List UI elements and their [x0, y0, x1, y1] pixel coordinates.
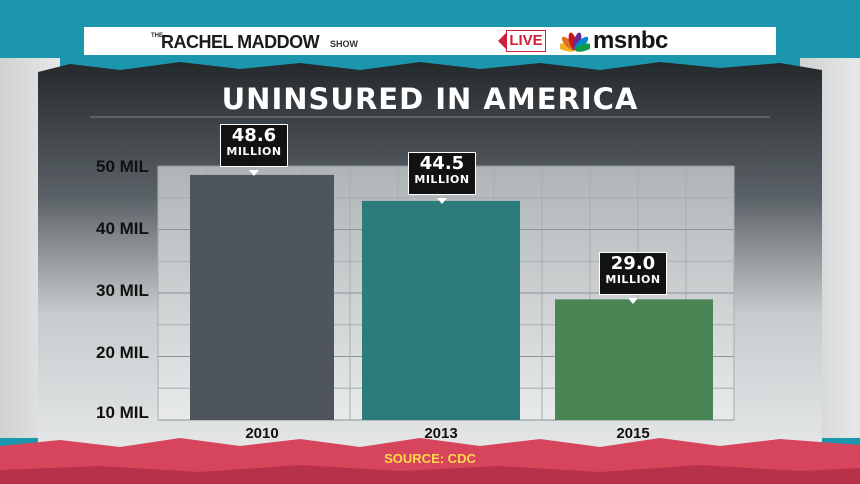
y-tick-label: 10 MIL [96, 403, 149, 422]
value-label: 48.6 [231, 125, 277, 146]
bar-2015 [555, 299, 713, 420]
value-label: 29.0 [610, 253, 656, 274]
value-unit-label: MILLION [226, 145, 282, 158]
x-category-label: 2010 [245, 425, 279, 442]
value-callout: 44.5 MILLION [408, 152, 476, 195]
value-label: 44.5 [419, 153, 465, 174]
y-tick-label: 40 MIL [96, 219, 149, 238]
source-note: SOURCE: CDC [384, 451, 476, 466]
callout-pointer-icon [437, 198, 447, 204]
live-arrow-icon [498, 33, 506, 49]
bar-2013 [362, 200, 520, 420]
bars-group [190, 174, 713, 420]
bar-2010 [190, 174, 334, 420]
value-unit-label: MILLION [414, 173, 470, 186]
bottom-red-band-shadow [0, 465, 860, 484]
value-unit-label: MILLION [605, 273, 661, 286]
peacock-logo-icon [560, 32, 590, 52]
y-tick-label: 50 MIL [96, 157, 149, 176]
x-category-label: 2015 [616, 425, 650, 442]
value-callout: 29.0 MILLION [599, 252, 667, 295]
callout-pointer-icon [249, 170, 259, 176]
show-name: RACHEL MADDOW [161, 32, 320, 52]
show-banner [84, 27, 776, 55]
y-tick-label: 30 MIL [96, 281, 149, 300]
show-suffix: SHOW [330, 39, 358, 49]
value-callout: 48.6 MILLION [220, 124, 288, 167]
show-prefix: THE [151, 33, 163, 39]
chart-title: UNINSURED IN AMERICA [221, 82, 639, 116]
x-category-label: 2013 [424, 425, 458, 442]
live-badge: LIVE [506, 30, 546, 52]
callout-pointer-icon [628, 298, 638, 304]
y-tick-label: 20 MIL [96, 343, 149, 362]
network-name: msnbc [593, 27, 668, 54]
